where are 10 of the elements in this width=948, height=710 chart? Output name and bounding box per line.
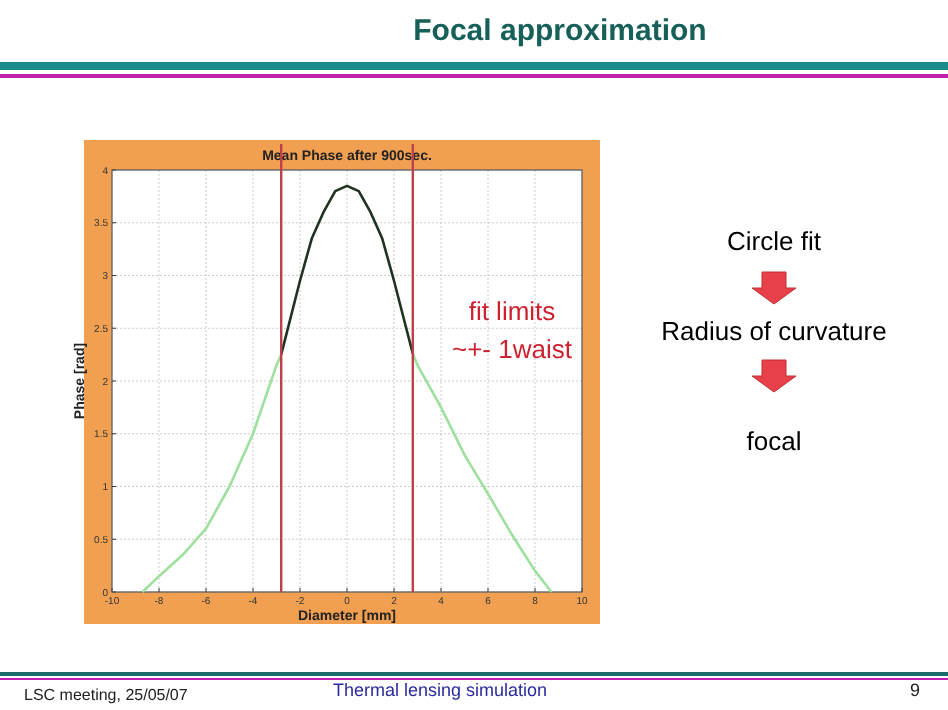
text: LSC meeting, 25/05/07 — [24, 686, 189, 704]
text: focal — [746, 426, 802, 456]
text: Radius of curvature — [661, 316, 887, 346]
annotation: fit limits ~+- 1waist — [452, 296, 573, 364]
text: 9 — [909, 680, 920, 700]
text: Circle fit — [727, 226, 822, 256]
line-series — [141, 353, 283, 594]
chart-title: Focal approximation — [413, 14, 707, 48]
line-series — [279, 184, 415, 356]
text: Thermal lensing simulation — [332, 680, 548, 700]
